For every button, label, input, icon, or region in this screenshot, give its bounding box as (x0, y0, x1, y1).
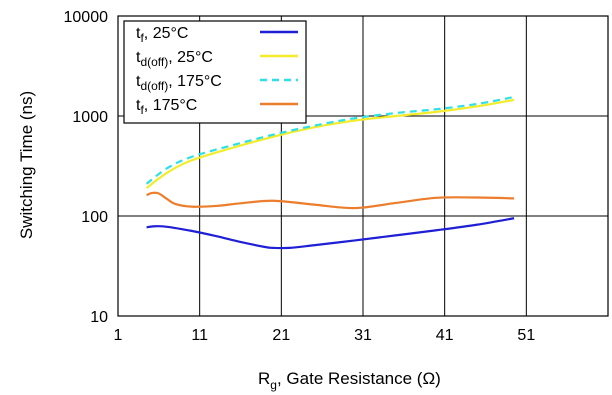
x-axis-title: Rg, Gate Resistance (Ω) (258, 369, 441, 392)
y-axis: 10 100 1000 10000 (64, 9, 109, 326)
x-tick-label: 11 (191, 327, 208, 344)
plot-frame (117, 15, 609, 317)
series-line-0 (146, 217, 515, 250)
x-tick-label: 31 (354, 327, 372, 344)
plot-area (117, 15, 609, 317)
legend-label: td(off), 175°C (136, 73, 222, 93)
x-tick-label: 51 (517, 327, 535, 344)
y-axis-title: Switching Time (ns) (17, 91, 36, 239)
y-tick-label: 100 (81, 209, 108, 226)
legend-label: td(off), 25°C (136, 49, 213, 69)
y-tick-label: 1000 (72, 109, 108, 126)
x-tick-label: 21 (272, 327, 290, 344)
x-tick-label: 1 (114, 327, 123, 344)
legend-label: tf, 175°C (136, 97, 197, 117)
x-axis: 1 11 21 31 41 51 (114, 327, 536, 344)
series-line-2 (145, 95, 515, 185)
x-axis-title-rest: , Gate Resistance (Ω) (277, 369, 441, 388)
series-layer (145, 95, 515, 250)
y-tick-label: 10000 (64, 9, 109, 26)
x-axis-title-main: R (258, 369, 270, 388)
legend: tf, 25°C td(off), 25°C td(off), 175°C tf, 1… (123, 20, 307, 124)
legend-box (123, 20, 307, 124)
x-axis-title-sub: g (270, 378, 277, 392)
series-line-3 (146, 191, 515, 210)
legend-label: tf, 25°C (136, 25, 188, 45)
series-line-1 (145, 98, 515, 190)
y-tick-label: 10 (90, 309, 108, 326)
x-tick-label: 41 (436, 327, 454, 344)
